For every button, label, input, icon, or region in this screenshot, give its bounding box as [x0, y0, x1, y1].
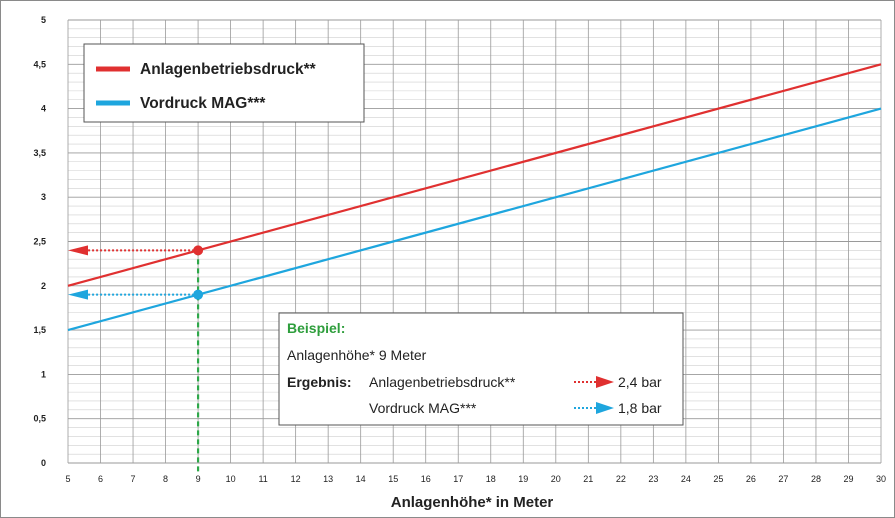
x-tick-label: 24 — [681, 474, 691, 484]
x-tick-label: 27 — [778, 474, 788, 484]
x-tick-label: 30 — [876, 474, 886, 484]
x-tick-label: 29 — [843, 474, 853, 484]
y-tick-label: 2 — [41, 281, 46, 291]
y-tick-label: 1 — [41, 369, 46, 379]
legend: Anlagenbetriebsdruck** Vordruck MAG*** — [83, 43, 365, 123]
example-blue-arrowhead — [68, 289, 88, 300]
series-line-anlagenbetriebsdruck — [67, 63, 882, 287]
x-tick-label: 10 — [226, 474, 236, 484]
x-tick-label: 8 — [163, 474, 168, 484]
example-height-text: Anlagenhöhe* 9 Meter — [287, 347, 427, 363]
legend-label-anlagenbetriebsdruck: Anlagenbetriebsdruck** — [140, 61, 317, 78]
y-tick-label: 4 — [41, 104, 46, 114]
y-tick-labels: 0 0,5 1 1,5 2 2,5 3 3,5 4 4,5 5 — [33, 15, 46, 468]
x-tick-label: 25 — [713, 474, 723, 484]
y-tick-label: 3,5 — [33, 148, 46, 158]
x-tick-label: 5 — [65, 474, 70, 484]
series-line-vordruck-mag — [67, 107, 882, 332]
x-tick-label: 6 — [98, 474, 103, 484]
legend-label-vordruck-mag: Vordruck MAG*** — [140, 95, 266, 112]
example-row1-label: Anlagenbetriebsdruck** — [369, 374, 516, 390]
x-tick-label: 23 — [648, 474, 658, 484]
x-tick-label: 11 — [258, 474, 267, 484]
example-box: Beispiel: Anlagenhöhe* 9 Meter Ergebnis:… — [278, 312, 684, 426]
y-tick-label: 3 — [41, 192, 46, 202]
example-arrow-red-head — [596, 376, 614, 388]
example-title: Beispiel: — [287, 320, 345, 336]
example-red-arrowhead — [68, 245, 88, 256]
x-tick-label: 7 — [131, 474, 136, 484]
x-tick-label: 19 — [518, 474, 528, 484]
x-tick-label: 22 — [616, 474, 626, 484]
legend-box — [83, 43, 365, 123]
example-point-blue — [193, 289, 204, 300]
example-row2-value: 1,8 bar — [618, 400, 662, 416]
example-box-border — [278, 312, 684, 426]
y-tick-label: 1,5 — [33, 325, 46, 335]
x-tick-label: 26 — [746, 474, 756, 484]
x-tick-label: 16 — [421, 474, 431, 484]
example-row2-label: Vordruck MAG*** — [369, 400, 477, 416]
example-result-label: Ergebnis: — [287, 374, 352, 390]
y-tick-label: 0 — [41, 458, 46, 468]
x-tick-label: 20 — [551, 474, 561, 484]
series-lines — [67, 63, 882, 332]
x-tick-label: 9 — [196, 474, 201, 484]
x-tick-label: 13 — [323, 474, 333, 484]
y-tick-label: 2,5 — [33, 237, 46, 247]
x-tick-label: 28 — [811, 474, 821, 484]
x-tick-labels: 5 6 7 8 9 10 11 12 13 14 15 16 17 18 19 20 21 22 23 24 25 26 2… — [65, 474, 886, 484]
y-tick-label: 5 — [41, 15, 46, 25]
y-tick-label: 4,5 — [33, 59, 46, 69]
x-tick-label: 15 — [388, 474, 398, 484]
example-arrow-blue-head — [596, 402, 614, 414]
x-axis-title: Anlagenhöhe* in Meter — [391, 494, 554, 511]
example-row1-value: 2,4 bar — [618, 374, 662, 390]
y-tick-label: 0,5 — [33, 414, 46, 424]
x-tick-label: 14 — [356, 474, 366, 484]
x-tick-label: 17 — [453, 474, 463, 484]
x-tick-label: 12 — [291, 474, 301, 484]
example-point-red — [193, 245, 204, 256]
x-tick-label: 18 — [486, 474, 496, 484]
x-tick-label: 21 — [583, 474, 593, 484]
example-markers — [68, 245, 204, 473]
